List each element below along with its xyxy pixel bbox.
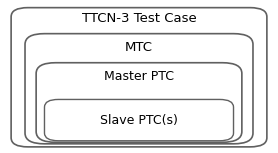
FancyBboxPatch shape — [36, 63, 242, 142]
FancyBboxPatch shape — [25, 34, 253, 144]
FancyBboxPatch shape — [11, 8, 267, 147]
FancyBboxPatch shape — [44, 99, 234, 141]
Text: Slave PTC(s): Slave PTC(s) — [100, 114, 178, 127]
Text: MTC: MTC — [125, 41, 153, 54]
Text: Master PTC: Master PTC — [104, 70, 174, 83]
Text: TTCN-3 Test Case: TTCN-3 Test Case — [82, 12, 196, 25]
